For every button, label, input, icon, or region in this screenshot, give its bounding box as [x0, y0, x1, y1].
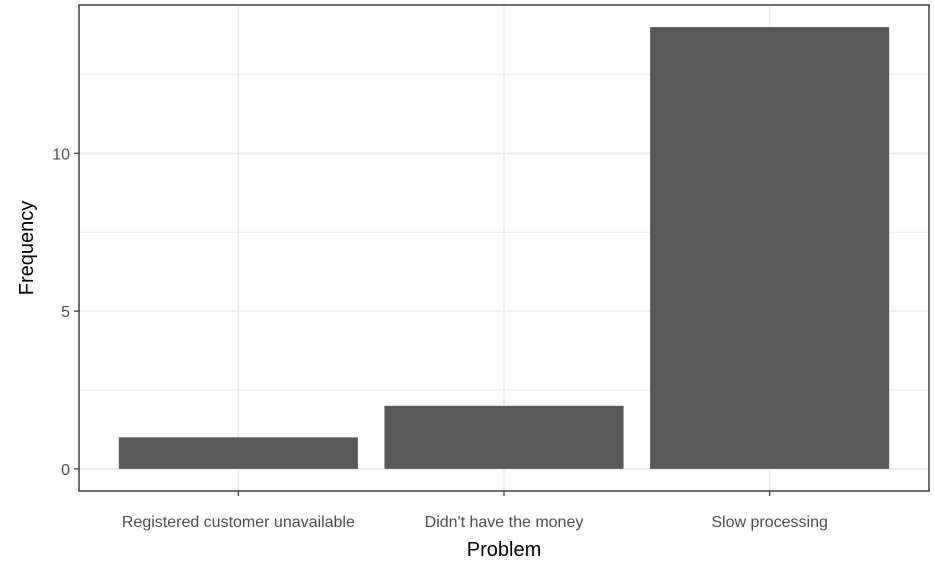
y-tick-label: 0 — [61, 462, 70, 479]
bar — [118, 437, 358, 469]
axis-ticks — [74, 152, 771, 496]
bars — [118, 27, 890, 469]
x-tick-label: Slow processing — [711, 514, 828, 531]
bar — [650, 27, 890, 469]
x-tick-label: Registered customer unavailable — [122, 514, 355, 531]
x-axis-title: Problem — [467, 539, 541, 561]
bar — [384, 405, 624, 469]
x-tick-label: Didn't have the money — [425, 514, 584, 531]
tick-labels: 0 5 10 Registered customer unavailable Didn'… — [52, 146, 828, 531]
y-tick-label: 5 — [61, 304, 70, 321]
y-axis-title: Frequency — [16, 201, 38, 296]
y-tick-label: 10 — [52, 146, 70, 163]
